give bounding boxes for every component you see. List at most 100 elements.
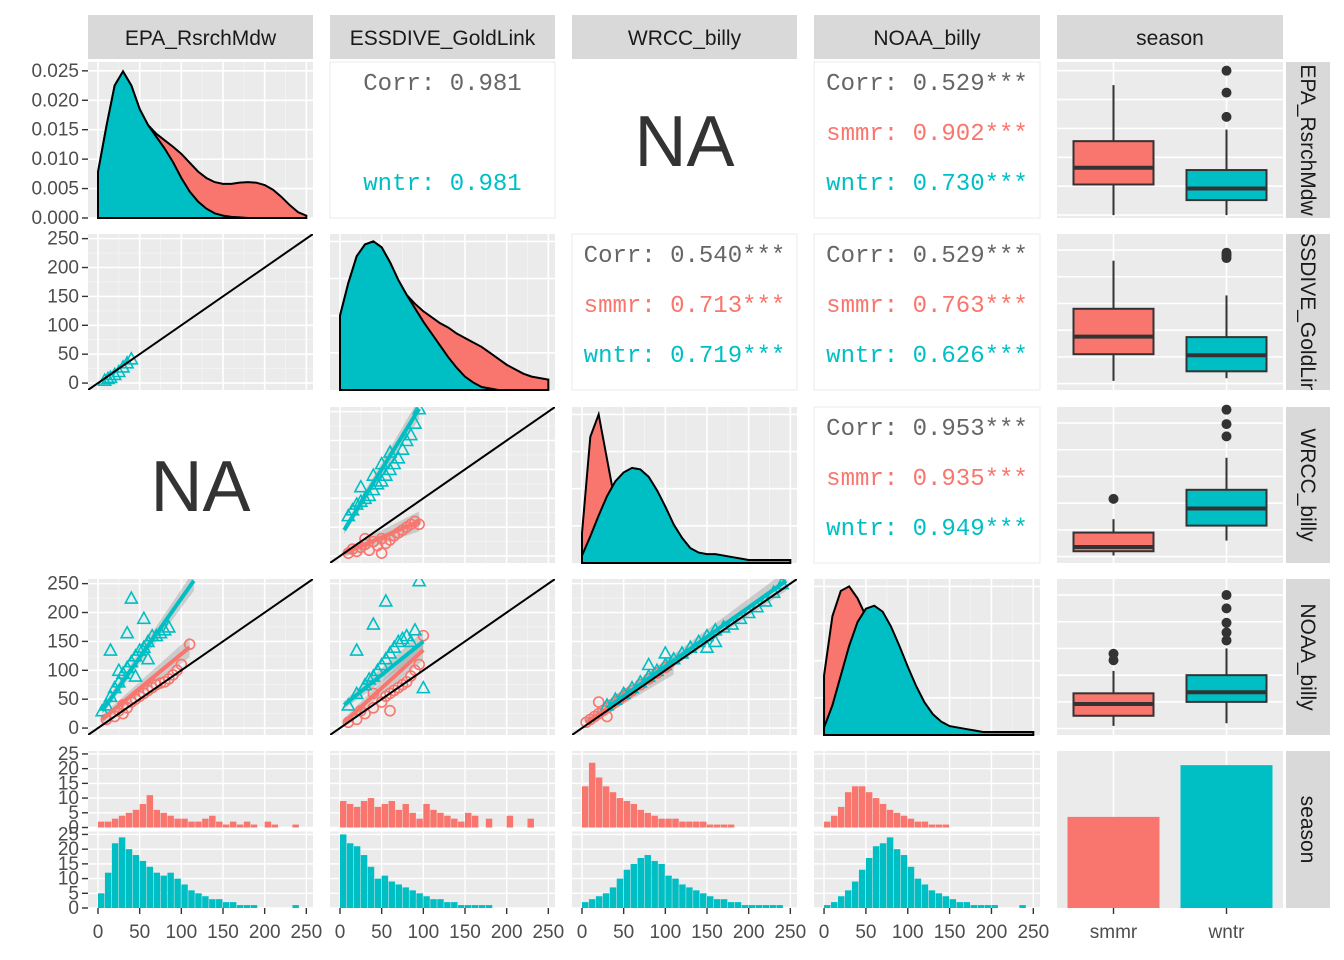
hist-bar-wntr bbox=[665, 875, 672, 908]
hist-bar-wntr bbox=[146, 866, 154, 908]
box-outlier-wntr bbox=[1221, 419, 1232, 430]
hist-bar-wntr bbox=[367, 866, 375, 908]
hist-bar-smmr bbox=[921, 821, 929, 828]
corr-cell: Corr: 0.981 wntr: 0.981 bbox=[363, 71, 521, 198]
y-tick-label: 20 bbox=[58, 759, 79, 780]
hist-bar-smmr bbox=[485, 818, 493, 828]
hist-bar-smmr bbox=[160, 812, 167, 828]
hist-bar-smmr bbox=[444, 815, 451, 828]
hist-bar-wntr bbox=[209, 899, 216, 908]
box-outlier-wntr bbox=[1221, 635, 1232, 646]
hist-bar-wntr bbox=[416, 893, 423, 908]
box-outlier-wntr bbox=[1221, 603, 1232, 614]
hist-bar-smmr bbox=[374, 806, 382, 828]
x-tick-label: 200 bbox=[733, 922, 765, 943]
scatter-area bbox=[88, 234, 313, 390]
corr-overall: Corr: 0.529*** bbox=[826, 71, 1028, 98]
hist-bar-wntr bbox=[851, 881, 859, 908]
hist-bar-wntr bbox=[693, 890, 700, 908]
hist-bar-smmr bbox=[720, 824, 728, 828]
column-strip-1 bbox=[330, 15, 555, 59]
y-tick-label: 0.010 bbox=[31, 149, 79, 170]
y-tick-label: 150 bbox=[47, 631, 79, 652]
reference-line bbox=[88, 234, 313, 390]
column-strip-4 bbox=[1057, 15, 1283, 59]
fit-line-smmr bbox=[343, 519, 420, 556]
hist-bar-wntr bbox=[991, 905, 998, 908]
row-strip-1 bbox=[1286, 234, 1330, 390]
box-smmr bbox=[1072, 307, 1155, 356]
y-tick-label: 15 bbox=[58, 854, 79, 875]
hist-bar-wntr bbox=[195, 893, 202, 908]
point-wntr bbox=[119, 355, 135, 369]
hist-bar-wntr bbox=[160, 875, 167, 908]
hist-bar-wntr bbox=[595, 896, 603, 908]
hist-bar-smmr bbox=[243, 821, 251, 828]
hist-bar-wntr bbox=[679, 884, 686, 908]
hist-bar-smmr bbox=[471, 815, 479, 828]
point-wntr bbox=[707, 633, 723, 648]
hist-bar-wntr bbox=[727, 902, 735, 908]
hist-bar-smmr bbox=[451, 818, 458, 828]
point-smmr bbox=[413, 658, 425, 671]
point-smmr bbox=[384, 704, 396, 717]
row-strip-label: season bbox=[1296, 796, 1319, 864]
hist-bar-smmr bbox=[651, 815, 658, 828]
point-wntr bbox=[111, 662, 127, 677]
hist-bar-smmr bbox=[851, 786, 859, 828]
hist-bar-wntr bbox=[672, 878, 679, 908]
hist-bar-smmr bbox=[686, 821, 693, 828]
hist-bar-wntr bbox=[588, 899, 596, 908]
box-outlier-smmr bbox=[1108, 648, 1119, 659]
hist-bar-smmr bbox=[865, 792, 873, 828]
y-tick-label: 250 bbox=[47, 574, 79, 595]
point-wntr bbox=[136, 610, 152, 625]
hist-bar-smmr bbox=[582, 786, 589, 828]
hist-bar-wntr bbox=[395, 884, 402, 908]
hist-bar-wntr bbox=[741, 905, 749, 908]
row-strip-label-group: WRCC_billy bbox=[1296, 428, 1319, 542]
hist-bar-wntr bbox=[444, 902, 451, 908]
point-wntr bbox=[403, 427, 419, 441]
hist-bar-smmr bbox=[153, 809, 160, 828]
hist-bar-smmr bbox=[672, 818, 679, 828]
hist-bar-wntr bbox=[602, 893, 610, 908]
row-strip-label: NOAA_billy bbox=[1296, 603, 1319, 711]
hist-bar-smmr bbox=[713, 824, 721, 828]
hist-bar-wntr bbox=[748, 905, 756, 908]
hist-bar-wntr bbox=[409, 890, 416, 908]
hist-bar-wntr bbox=[229, 902, 237, 908]
scatter-area bbox=[330, 579, 555, 735]
hist-bar-wntr bbox=[167, 872, 174, 908]
hist-bar-smmr bbox=[658, 818, 665, 828]
box-smmr bbox=[1072, 140, 1155, 186]
hist-bar-wntr bbox=[921, 884, 929, 908]
x-tick-label: 50 bbox=[613, 922, 634, 943]
hist-bar-smmr bbox=[216, 821, 223, 828]
point-wntr bbox=[403, 633, 419, 648]
hist-bar-wntr bbox=[755, 905, 763, 908]
hist-bar-wntr bbox=[458, 905, 465, 908]
hist-bar-wntr bbox=[250, 905, 258, 908]
point-wntr bbox=[115, 359, 131, 373]
hist-bar-wntr bbox=[637, 857, 644, 908]
hist-bar-smmr bbox=[644, 812, 651, 828]
hist-bar-wntr bbox=[616, 878, 624, 908]
row-strip-label-group: EPA_RsrchMdw bbox=[1296, 64, 1319, 216]
hist-bar-wntr bbox=[353, 846, 361, 908]
corr-wntr: wntr: 0.981 bbox=[363, 171, 521, 198]
hist-bar-wntr bbox=[423, 896, 430, 908]
x-tick-label: 100 bbox=[407, 922, 439, 943]
row-strip-label-group: season bbox=[1296, 796, 1319, 864]
point-wntr bbox=[123, 590, 139, 604]
hist-bar-wntr bbox=[658, 863, 665, 908]
corr-overall: Corr: 0.981 bbox=[363, 71, 521, 98]
hist-bar-wntr bbox=[970, 905, 978, 908]
box-outlier-smmr bbox=[1108, 493, 1119, 504]
y-tick-label: 0.025 bbox=[31, 61, 79, 82]
hist-bar-smmr bbox=[111, 818, 119, 828]
corr-overall: Corr: 0.540*** bbox=[584, 243, 786, 270]
fit-line-wntr bbox=[342, 407, 421, 532]
x-tick-label: 150 bbox=[934, 922, 966, 943]
